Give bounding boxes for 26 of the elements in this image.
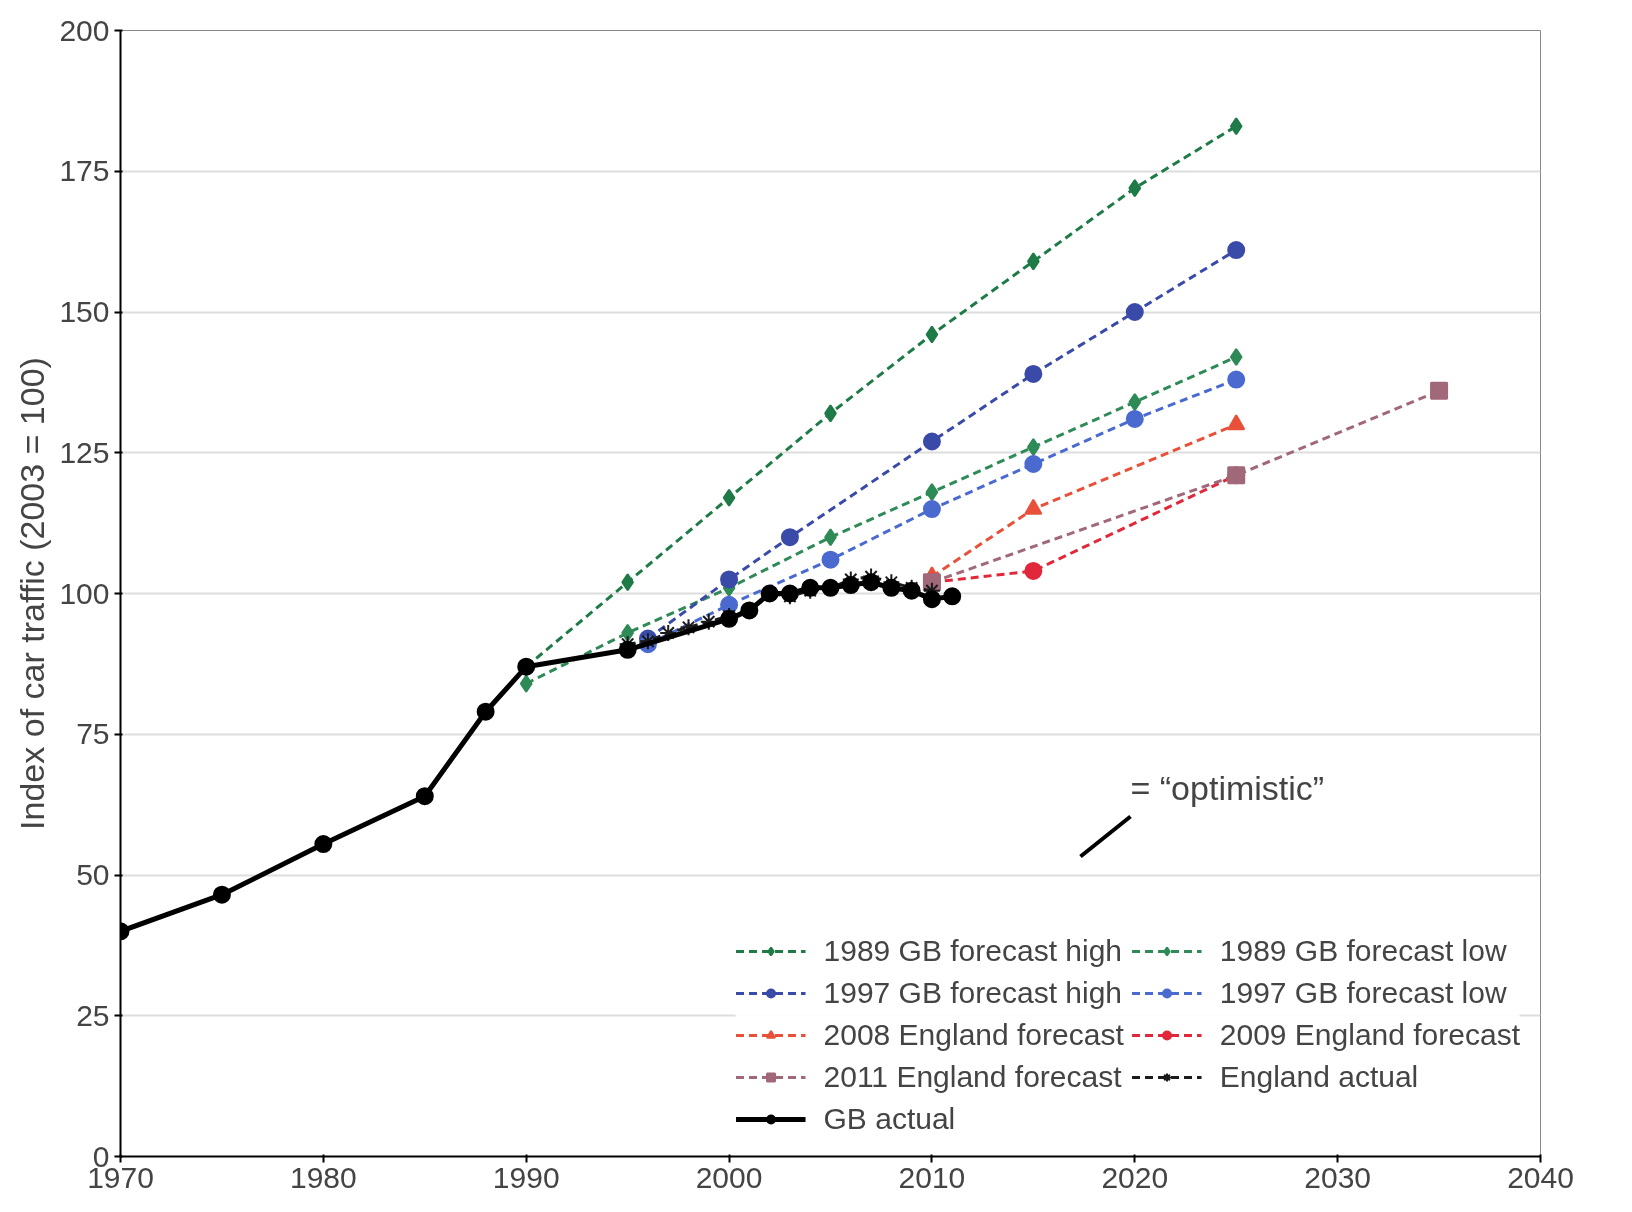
x-tick-label: 2010 (898, 1160, 966, 1194)
x-tick-label: 2040 (1507, 1160, 1574, 1194)
y-tick-label: 75 (76, 717, 110, 751)
legend-label: England actual (1219, 1060, 1419, 1094)
legend-label: 2011 England forecast (823, 1060, 1122, 1094)
legend-label: GB actual (823, 1102, 956, 1136)
legend-label: 2008 England forecast (823, 1018, 1124, 1052)
x-tick-label: 1980 (289, 1160, 357, 1194)
legend-label: 1989 GB forecast high (823, 934, 1123, 968)
legend-label: 1997 GB forecast low (1219, 976, 1507, 1010)
legend-label: 1989 GB forecast low (1219, 934, 1507, 968)
x-tick-label: 1990 (492, 1160, 560, 1194)
x-tick-label: 2020 (1101, 1160, 1169, 1194)
y-tick-label: 50 (76, 858, 110, 891)
legend-label: 1997 GB forecast high (823, 976, 1123, 1010)
y-tick-label: 25 (76, 998, 110, 1032)
y-tick-label: 175 (59, 154, 110, 188)
x-tick-label: 2000 (695, 1160, 763, 1194)
y-tick-label: 150 (59, 295, 110, 328)
y-tick-label: 200 (59, 13, 110, 47)
annotation: = “optimistic” (1130, 768, 1325, 807)
y-tick-label: 100 (59, 576, 110, 610)
x-tick-label: 2030 (1304, 1160, 1372, 1194)
legend-label: 2009 England forecast (1219, 1018, 1520, 1052)
y-tick-label: 125 (59, 435, 110, 469)
y-axis-title: Index of car traffic (2003 = 100) (13, 357, 52, 830)
